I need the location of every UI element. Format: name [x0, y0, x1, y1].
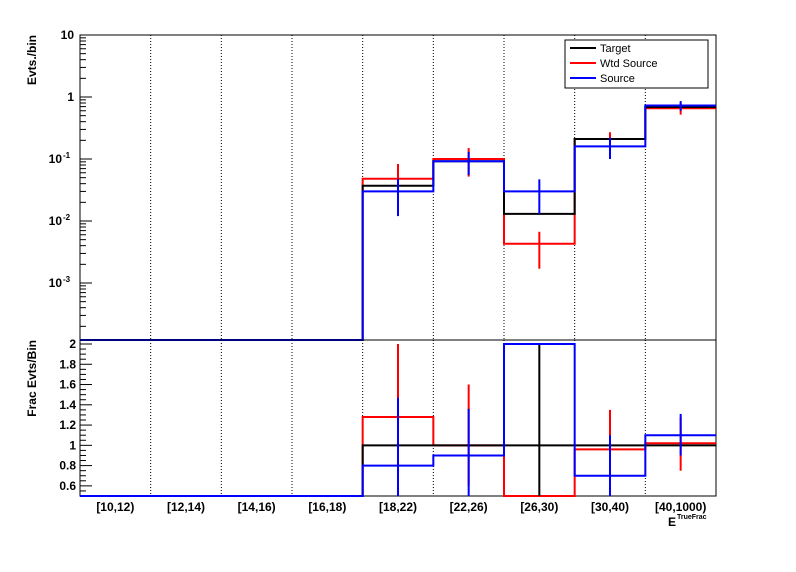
- bottom-y-tick-label: 0.8: [59, 459, 76, 473]
- x-tick-label: [40,1000): [655, 500, 706, 514]
- top-y-tick-label: 1: [67, 90, 74, 104]
- top-y-tick-label: 10: [49, 276, 63, 290]
- x-tick-label: [30,40): [591, 500, 629, 514]
- bottom-y-tick-label: 1: [69, 438, 76, 452]
- top-y-tick-exponent: -2: [63, 213, 71, 222]
- x-tick-label: [10,12): [96, 500, 134, 514]
- x-axis-title: E: [668, 515, 676, 529]
- top-series-target: [80, 105, 716, 341]
- top-y-tick-exponent: -3: [63, 275, 71, 284]
- x-axis-title-subscript: TrueFrac: [677, 514, 707, 521]
- top-y-tick-label: 10: [61, 28, 75, 42]
- bottom-y-tick-label: 2: [69, 337, 76, 351]
- bottom-y-tick-label: 1.2: [59, 418, 76, 432]
- bottom-y-tick-label: 0.6: [59, 479, 76, 493]
- bottom-y-tick-label: 1.4: [59, 398, 76, 412]
- x-tick-label: [22,26): [450, 500, 488, 514]
- bottom-histogram-line: [80, 343, 716, 497]
- legend-label: Wtd Source: [600, 58, 657, 70]
- x-axis: [10,12) [12,14) [14,16) [16,18) [18,22) [22,2…: [96, 500, 706, 529]
- bottom-series-source: [80, 343, 716, 497]
- top-histogram-line: [80, 104, 716, 341]
- top-histogram-line: [80, 107, 716, 341]
- x-tick-label: [26,30): [520, 500, 558, 514]
- top-histogram-line: [80, 105, 716, 341]
- x-tick-label: [12,14): [167, 500, 205, 514]
- bottom-y-axis: 0.6 0.8 1 1.2 1.4 1.6 1.8 2: [59, 337, 92, 497]
- bottom-y-tick-label: 1.8: [59, 357, 76, 371]
- bottom-y-axis-title: Frac Evts/Bin: [25, 340, 39, 417]
- x-tick-label: [16,18): [308, 500, 346, 514]
- x-tick-label: [18,22): [379, 500, 417, 514]
- top-y-axis-title: Evts./bin: [25, 35, 39, 85]
- legend: Target Wtd Source Source: [564, 39, 709, 89]
- legend-label: Target: [600, 43, 631, 55]
- bottom-y-tick-label: 1.6: [59, 378, 76, 392]
- top-series-source: [80, 101, 716, 341]
- x-tick-label: [14,16): [238, 500, 276, 514]
- top-y-tick-label: 10: [49, 214, 63, 228]
- bottom-panel: 0.6 0.8 1 1.2 1.4 1.6 1.8 2 Frac Evts/Bin [10,12)…: [25, 337, 717, 529]
- legend-label: Source: [600, 73, 635, 85]
- top-y-tick-exponent: -1: [63, 151, 71, 160]
- top-y-tick-label: 10: [49, 152, 63, 166]
